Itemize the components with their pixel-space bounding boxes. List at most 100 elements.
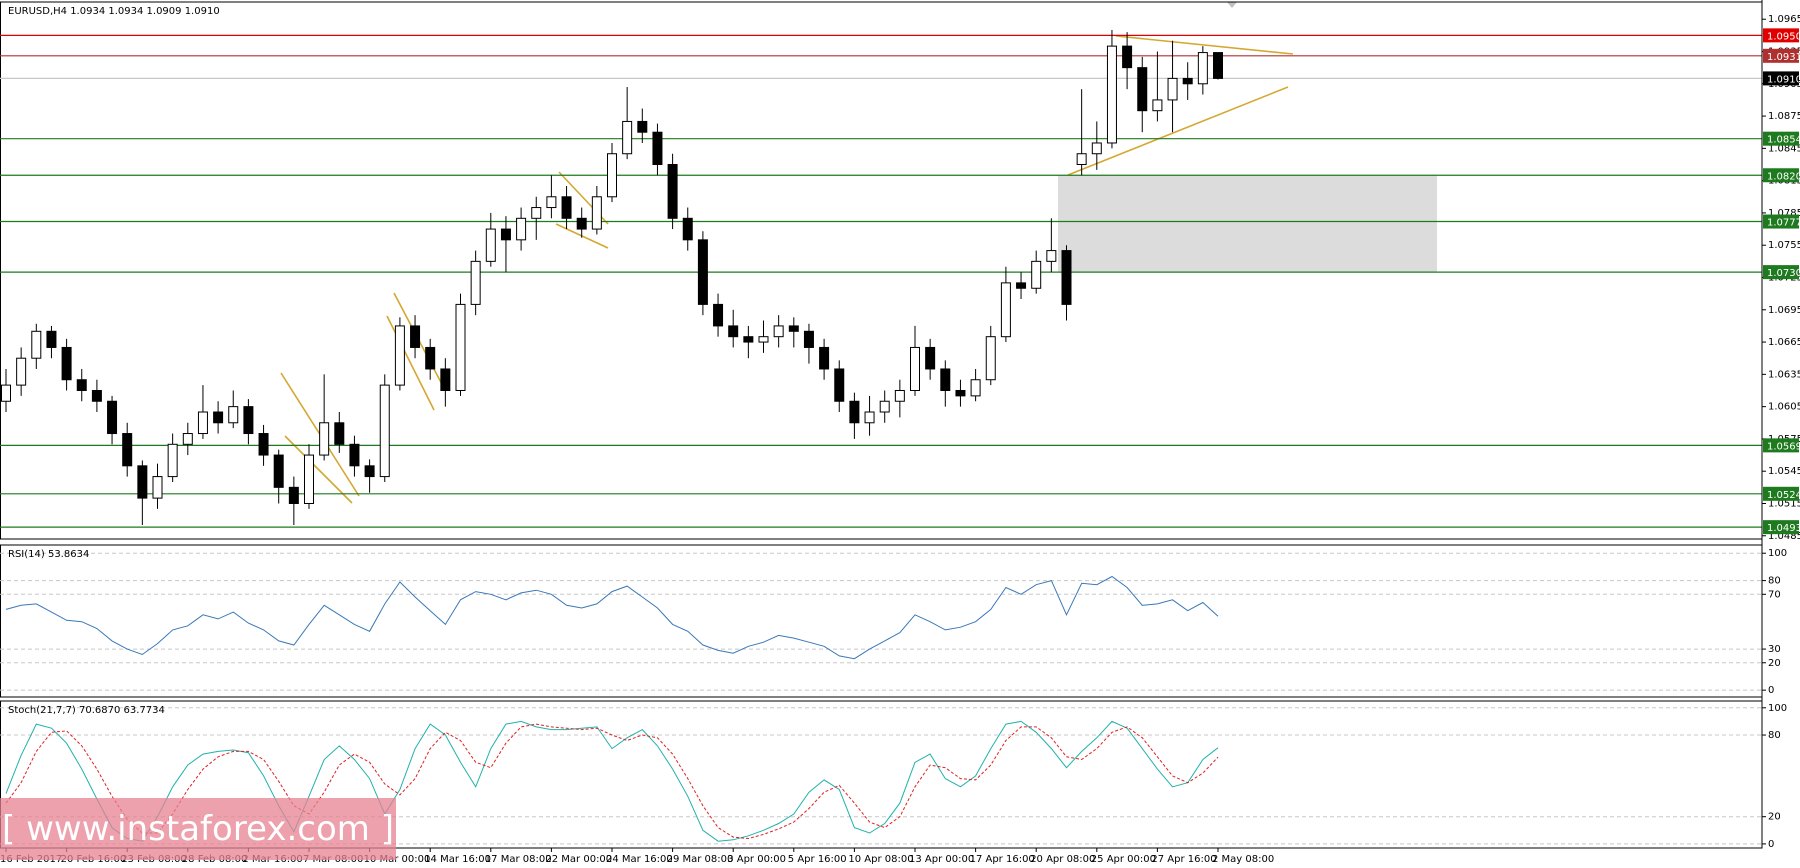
- y-tick-label: 20: [1768, 812, 1781, 823]
- panel-title: EURUSD,H4 1.0934 1.0934 1.0909 1.0910: [8, 6, 220, 17]
- candle-body: [819, 346, 830, 370]
- level-tag: [1763, 520, 1799, 535]
- trendline: [1115, 35, 1294, 55]
- candle-body: [485, 228, 496, 262]
- y-tick-label: 70: [1768, 589, 1781, 600]
- candle-body: [940, 368, 951, 391]
- candle-body: [773, 325, 784, 338]
- y-tick-label: 20: [1768, 658, 1781, 669]
- candle-body: [1031, 260, 1042, 289]
- x-tick-label: 22 Mar 00:00: [545, 854, 612, 865]
- candle-body: [713, 303, 724, 327]
- candle-body: [864, 411, 875, 424]
- candle-body: [894, 389, 905, 402]
- candle-body: [425, 346, 436, 370]
- level-label: 1.0931: [1767, 52, 1800, 63]
- x-tick-label: 24 Mar 16:00: [606, 854, 673, 865]
- x-tick-label: 17 Apr 16:00: [970, 854, 1035, 865]
- candle-body: [1061, 250, 1072, 305]
- x-tick-label: 25 Apr 00:00: [1091, 854, 1156, 865]
- level-label: 1.0950: [1767, 31, 1800, 42]
- candle-body: [516, 217, 527, 241]
- y-tick-label: 1.0785: [1768, 208, 1800, 219]
- candle-body: [728, 325, 739, 338]
- level-label: 1.0730: [1767, 268, 1800, 279]
- candle-body: [1167, 77, 1178, 101]
- candle-body: [546, 196, 557, 209]
- candle-body: [576, 217, 587, 230]
- level-tag: [1763, 265, 1799, 280]
- indicator-line: [5, 575, 1219, 660]
- y-tick-label: 1.0485: [1768, 531, 1800, 542]
- candle-body: [1046, 250, 1057, 262]
- level-tag: [1763, 71, 1799, 86]
- candle-body: [152, 476, 163, 499]
- y-tick-label: 1.0545: [1768, 466, 1800, 477]
- level-tag: [1763, 131, 1799, 146]
- candle-body: [470, 260, 481, 305]
- candle-body: [46, 330, 57, 348]
- candle-body: [1122, 45, 1133, 69]
- indicator-line: [5, 723, 1219, 840]
- candle-body: [349, 443, 360, 467]
- candle-body: [697, 239, 708, 305]
- candle-body: [743, 336, 754, 343]
- candle-body: [849, 400, 860, 424]
- candle-body: [879, 400, 890, 413]
- y-tick-label: 1.0875: [1768, 111, 1800, 122]
- watermark: [ www.instaforex.com ]: [0, 798, 396, 860]
- level-tag: [1763, 486, 1799, 501]
- candle-body: [137, 465, 148, 499]
- candle-body: [1016, 282, 1027, 289]
- candle-body: [1091, 142, 1102, 155]
- candle-body: [258, 433, 269, 456]
- candle-body: [455, 303, 466, 391]
- level-label: 1.0777: [1767, 218, 1800, 229]
- candle-body: [1152, 99, 1163, 112]
- trendline: [1067, 86, 1289, 176]
- candle-body: [61, 346, 72, 381]
- level-label: 1.0569: [1767, 441, 1800, 452]
- level-tag: [1763, 438, 1799, 453]
- candle-body: [31, 330, 42, 359]
- y-tick-label: 1.0845: [1768, 143, 1800, 154]
- candle-body: [394, 325, 405, 386]
- x-tick-label: 10 Apr 08:00: [848, 854, 913, 865]
- candle-body: [788, 325, 799, 332]
- candle-body: [122, 433, 133, 467]
- candle-body: [76, 379, 87, 391]
- candle-body: [591, 196, 602, 230]
- x-tick-label: 17 Mar 08:00: [485, 854, 552, 865]
- level-label: 1.0493: [1767, 523, 1800, 534]
- candle-body: [622, 120, 633, 155]
- candle-body: [213, 411, 224, 424]
- candle-body: [107, 400, 118, 435]
- x-tick-label: 27 Apr 16:00: [1151, 854, 1216, 865]
- x-tick-label: 10 Mar 00:00: [364, 854, 431, 865]
- candle-body: [970, 379, 981, 397]
- candle-body: [304, 454, 314, 504]
- zone: [1058, 175, 1437, 272]
- candle-body: [1213, 52, 1223, 79]
- candle-body: [955, 389, 966, 397]
- level-tag: [1763, 28, 1799, 43]
- candle-body: [1106, 45, 1117, 144]
- candle-body: [182, 433, 193, 445]
- y-tick-label: 1.0605: [1768, 402, 1800, 413]
- candle-body: [410, 325, 421, 348]
- level-label: 1.0854: [1767, 135, 1800, 146]
- x-tick-label: 20 Apr 08:00: [1030, 854, 1095, 865]
- candle-body: [637, 120, 648, 133]
- candle-body: [803, 330, 814, 348]
- candle-body: [16, 357, 27, 386]
- x-tick-label: 29 Mar 08:00: [667, 854, 734, 865]
- level-tag: [1763, 168, 1799, 183]
- y-tick-label: 0: [1768, 685, 1774, 696]
- candle-body: [1137, 67, 1148, 112]
- candle-body: [758, 336, 769, 343]
- candle-body: [364, 465, 375, 478]
- candle-body: [1182, 77, 1193, 85]
- shift-marker: [1227, 2, 1237, 8]
